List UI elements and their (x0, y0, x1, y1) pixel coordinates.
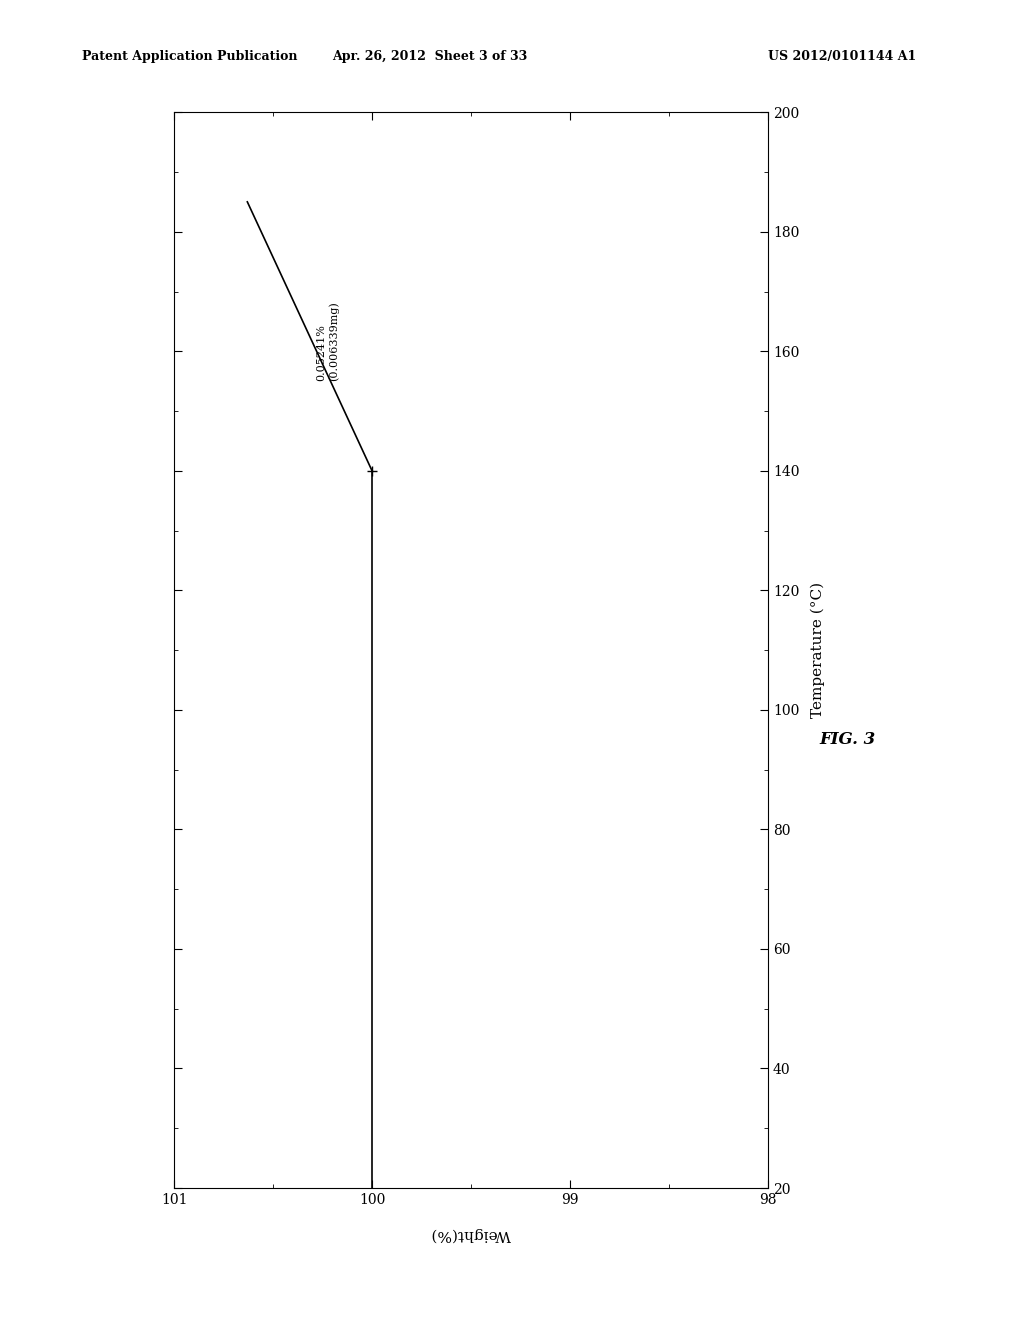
Text: US 2012/0101144 A1: US 2012/0101144 A1 (768, 50, 916, 63)
Text: 0.05241%
(0.006339mg): 0.05241% (0.006339mg) (316, 301, 339, 381)
Text: Weight(%): Weight(%) (431, 1228, 511, 1241)
Text: Apr. 26, 2012  Sheet 3 of 33: Apr. 26, 2012 Sheet 3 of 33 (333, 50, 527, 63)
Y-axis label: Temperature (°C): Temperature (°C) (810, 582, 825, 718)
Text: FIG. 3: FIG. 3 (819, 731, 876, 747)
Text: Patent Application Publication: Patent Application Publication (82, 50, 297, 63)
